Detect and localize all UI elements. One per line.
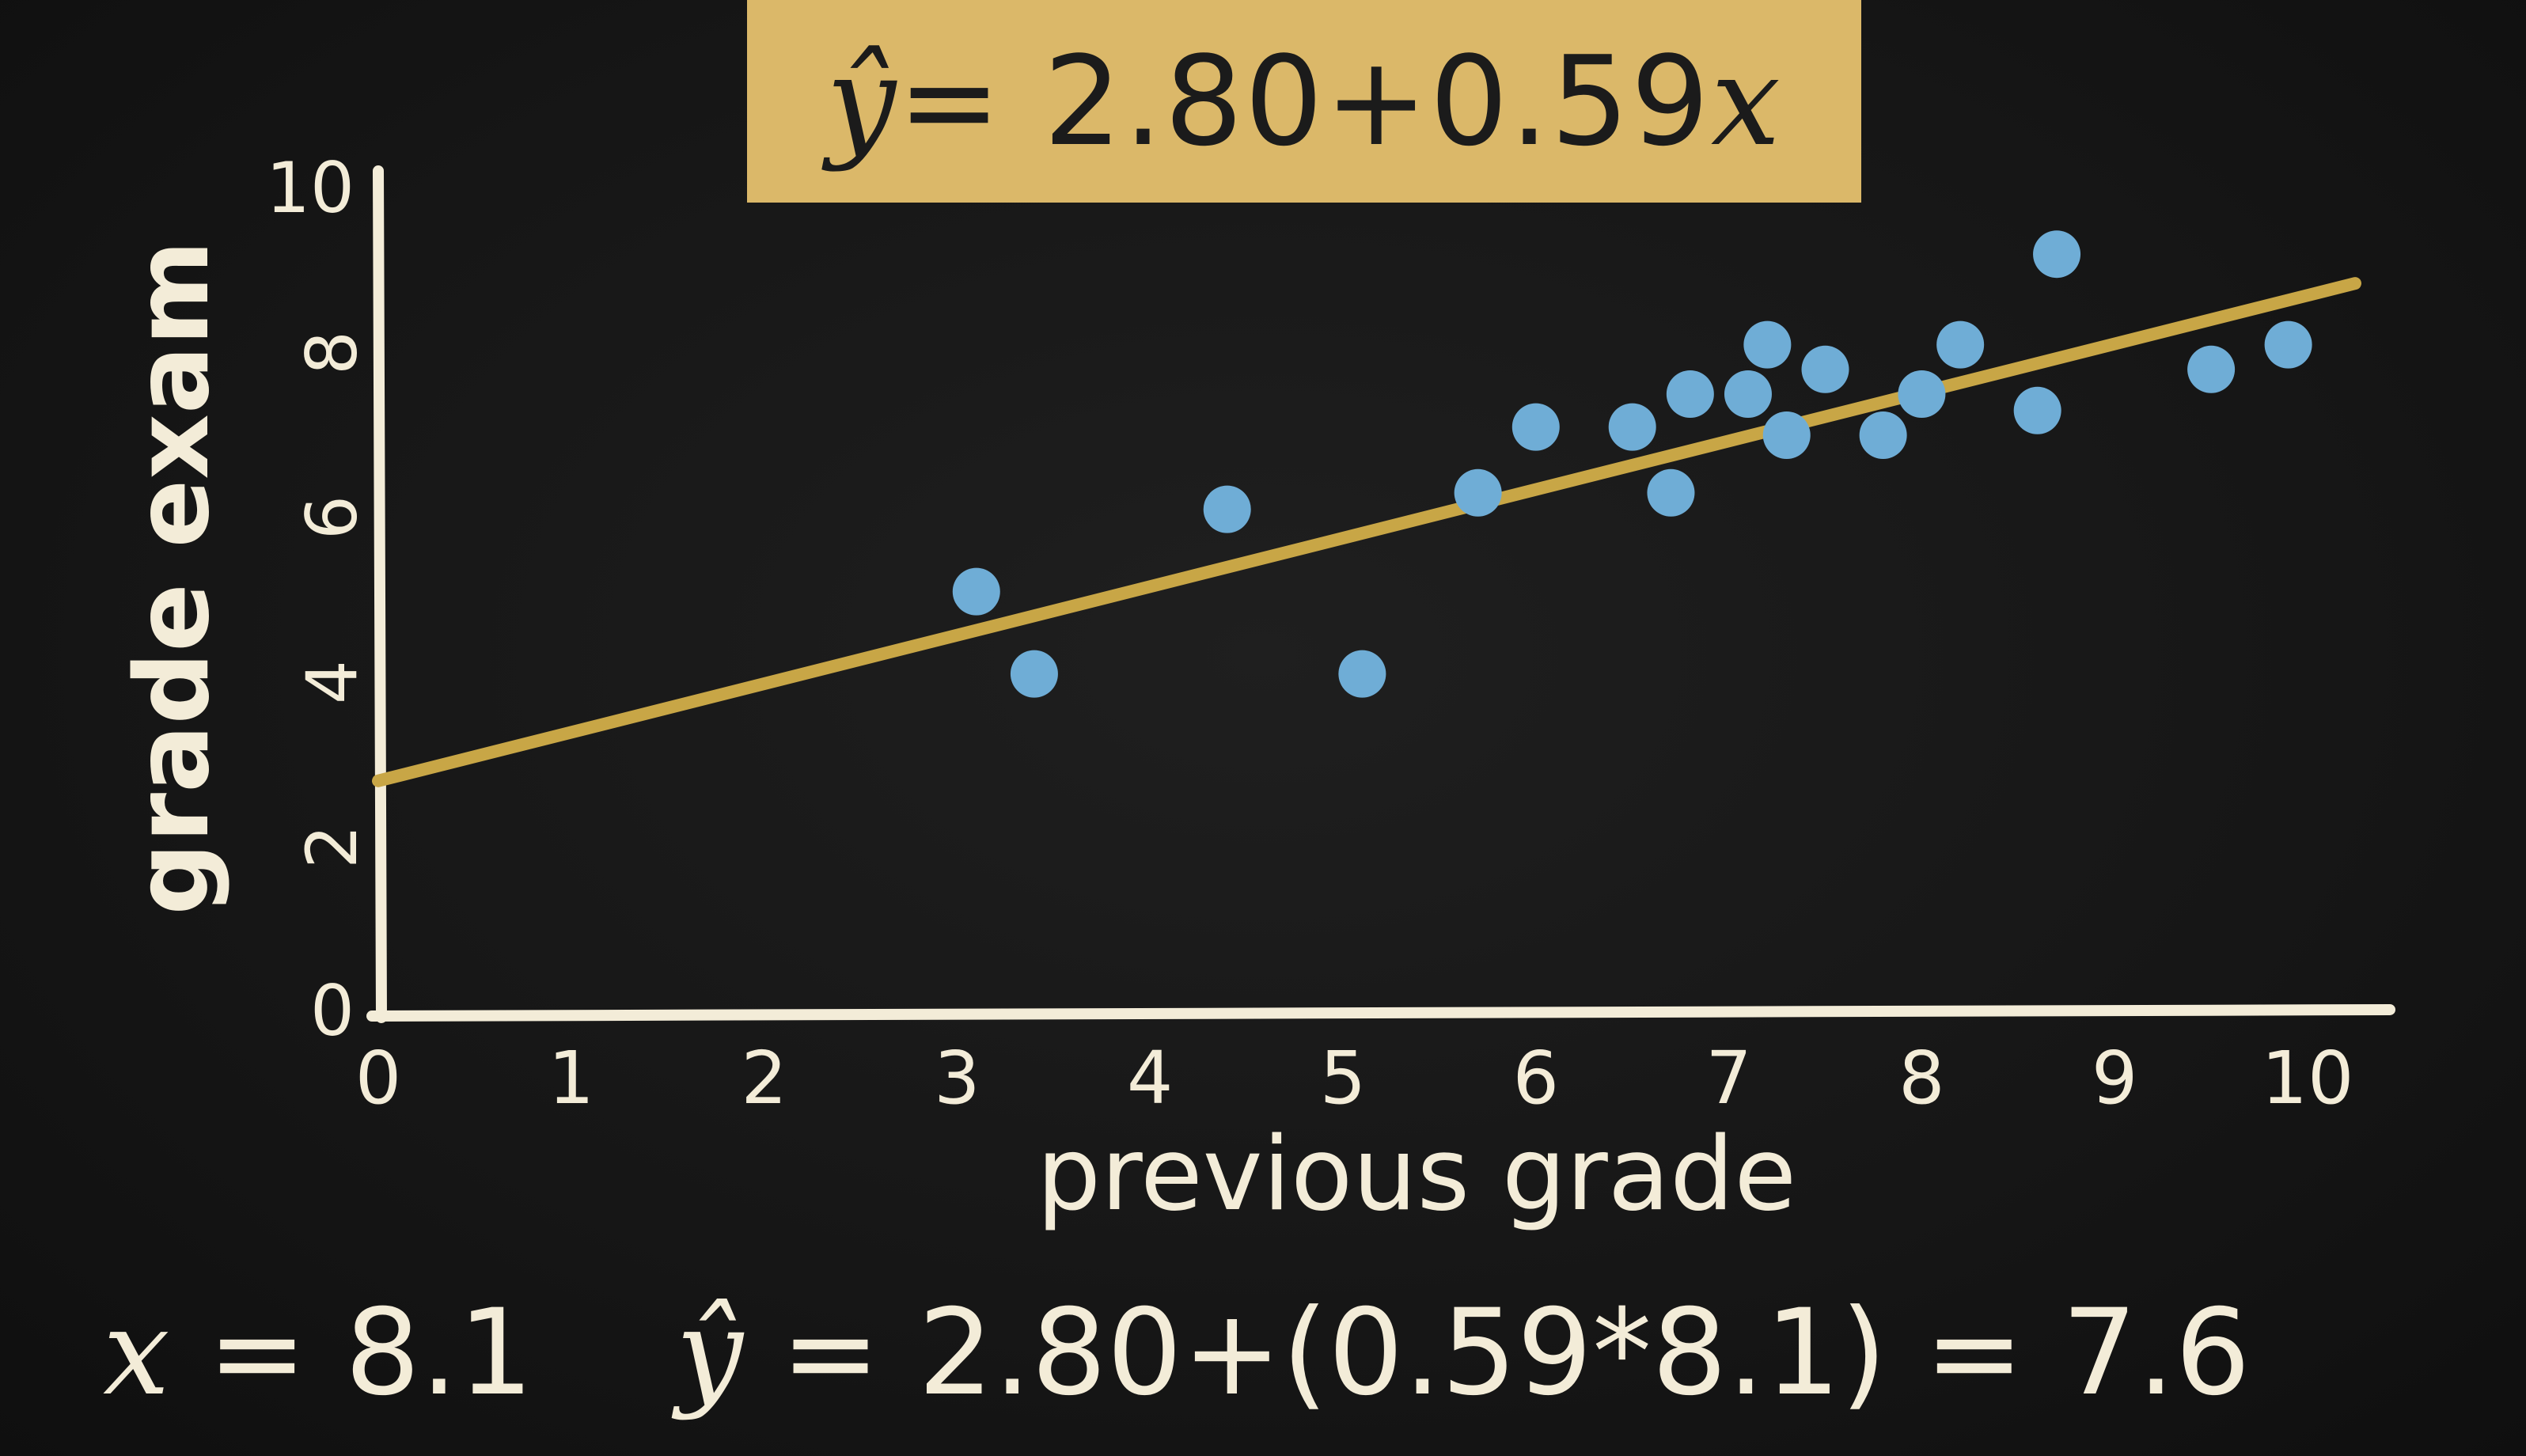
data-point (1898, 370, 1946, 418)
data-point (952, 567, 1000, 616)
data-point (1724, 370, 1772, 418)
y-axis-line (373, 165, 387, 1023)
data-point (1608, 403, 1656, 451)
data-point (2013, 386, 2061, 434)
regression-line (372, 277, 2361, 787)
data-points (952, 230, 2312, 698)
y-hat-symbol: ŷ (826, 29, 898, 173)
y-tick-label: 6 (291, 495, 373, 540)
data-point (1801, 345, 1849, 393)
data-point (2187, 345, 2236, 393)
x-symbol: x (103, 1284, 170, 1422)
x-tick-label: 10 (2261, 1036, 2353, 1120)
data-point (1743, 320, 1792, 369)
x-tick-label: 2 (741, 1036, 787, 1120)
y-axis-label: grade exam (114, 240, 232, 915)
regression-equation-box: ŷ = 2.80+0.59 x (747, 0, 1861, 203)
data-point (1647, 468, 1695, 517)
axes (366, 165, 2395, 1023)
x-tick-label: 7 (1705, 1036, 1752, 1120)
data-point (2033, 230, 2081, 279)
x-tick-label: 9 (2092, 1036, 2138, 1120)
data-point (1936, 320, 1985, 369)
data-point (1762, 411, 1811, 459)
data-point (1010, 650, 1058, 698)
x-tick-label: 1 (548, 1036, 595, 1120)
prediction-calc: = 2.80+(0.59*8.1) = 7.6 (780, 1284, 2251, 1422)
y-tick-label: 10 (266, 147, 355, 229)
y-tick-label: 0 (310, 970, 355, 1052)
data-point (2264, 320, 2312, 369)
x-tick-label: 5 (1320, 1036, 1367, 1120)
x-tick-label: 8 (1898, 1036, 1945, 1120)
regression-equation: ŷ = 2.80+0.59 x (747, 0, 1861, 203)
x-axis-line (366, 1004, 2395, 1022)
data-point (1666, 370, 1714, 418)
regression-line-group (372, 277, 2361, 787)
data-point (1454, 468, 1502, 517)
x-tick-label: 0 (355, 1036, 402, 1120)
data-point (1203, 485, 1251, 533)
prediction-formula: ŷ = 2.80+(0.59*8.1) = 7.6 (676, 1284, 2251, 1422)
equation-rhs: = 2.80+0.59 (897, 29, 1711, 173)
x-tick-label: 4 (1127, 1036, 1174, 1120)
equation-variable: x (1710, 29, 1782, 173)
data-point (1511, 403, 1560, 451)
y-tick-label: 4 (291, 660, 373, 704)
tick-labels: 0 1 2 3 4 5 6 7 8 9 10 0 2 4 6 8 10 (266, 147, 2354, 1120)
x-tick-label: 3 (934, 1036, 980, 1120)
x-input-value: x = 8.1 (103, 1284, 533, 1422)
x-tick-label: 6 (1513, 1036, 1560, 1120)
prediction-calculation: x = 8.1 ŷ = 2.80+(0.59*8.1) = 7.6 (103, 1274, 2445, 1432)
y-tick-label: 8 (291, 331, 373, 375)
data-point (1338, 650, 1386, 698)
data-point (1859, 411, 1907, 459)
y-hat-symbol-bottom: ŷ (676, 1284, 743, 1422)
x-axis-label: previous grade (1037, 1116, 1796, 1234)
x-value: = 8.1 (207, 1284, 534, 1422)
y-tick-label: 2 (291, 825, 373, 869)
